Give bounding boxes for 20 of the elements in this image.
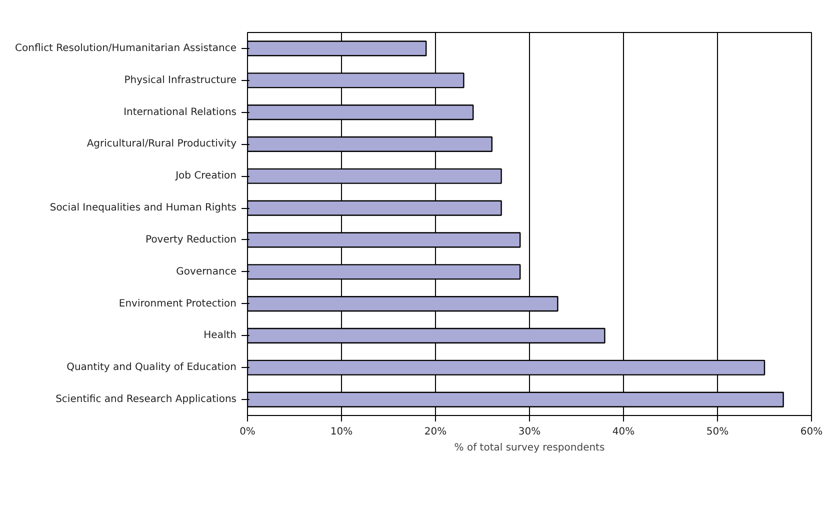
x-tick-label: 50% (706, 426, 729, 438)
y-tick-label: Scientific and Research Applications (56, 394, 237, 406)
x-tick-label: 30% (518, 426, 541, 438)
y-tick-label: International Relations (124, 106, 237, 118)
y-tick-label: Quantity and Quality of Education (66, 362, 237, 374)
y-tick-label: Conflict Resolution/Humanitarian Assistance (15, 42, 237, 54)
y-tick-label: Governance (176, 266, 236, 278)
y-tick-label: Health (204, 330, 237, 342)
x-axis-title: % of total survey respondents (454, 442, 605, 454)
x-tick-label: 0% (240, 426, 256, 438)
y-tick-label: Agricultural/Rural Productivity (86, 138, 237, 150)
x-tick-label: 10% (330, 426, 353, 438)
x-tick-label: 20% (424, 426, 447, 438)
y-tick-label: Job Creation (174, 170, 237, 182)
y-tick-label: Physical Infrastructure (124, 74, 237, 86)
y-tick-label: Social Inequalities and Human Rights (50, 202, 236, 214)
y-tick-label: Environment Protection (118, 298, 237, 310)
x-tick-label: 60% (800, 426, 823, 438)
y-tick-label: Poverty Reduction (146, 234, 237, 246)
x-tick-label: 40% (612, 426, 635, 438)
